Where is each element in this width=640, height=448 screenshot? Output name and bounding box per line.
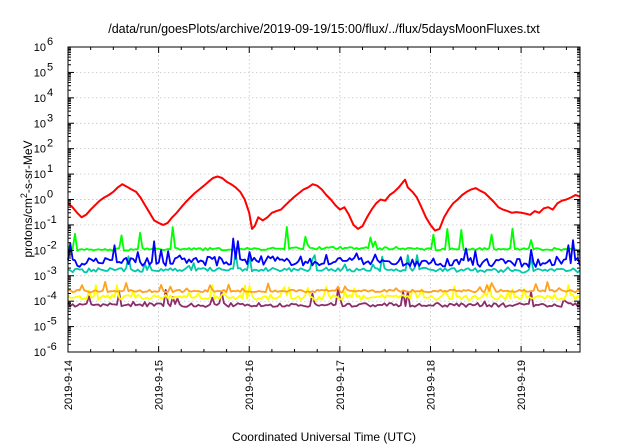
series-line-5 — [67, 281, 581, 294]
y-tick-label-exponent: -6 — [47, 341, 57, 353]
series-line-6 — [67, 288, 581, 308]
x-tick-label: 2019-9-19 — [516, 360, 528, 410]
x-tick-labels: 2019-9-14 2019-9-15 2019-9-16 2019-9-17 2019… — [63, 360, 528, 410]
ticks — [67, 46, 580, 353]
y-tick-label: 10 — [34, 322, 46, 334]
x-axis-label: Coordinated Universal Time (UTC) — [232, 430, 416, 444]
y-tick-label: 10 — [34, 93, 46, 105]
y-axis-label-part1: protons/cm — [21, 198, 35, 257]
y-tick-label: 10 — [34, 296, 46, 308]
y-tick-label-exponent: 6 — [47, 36, 53, 48]
y-tick-label: 10 — [34, 42, 46, 54]
y-tick-label: 10 — [34, 347, 46, 359]
y-tick-label: 10 — [34, 118, 46, 130]
y-tick-label: 10 — [34, 220, 46, 232]
y-tick-label-exponent: -3 — [47, 265, 57, 277]
series-line-0 — [67, 175, 581, 232]
x-tick-label: 2019-9-17 — [335, 360, 347, 410]
y-tick-label: 10 — [34, 67, 46, 79]
x-tick-label: 2019-9-15 — [154, 360, 166, 410]
y-tick-label-exponent: 1 — [47, 163, 53, 175]
chart-title: /data/run/goesPlots/archive/2019-09-19/1… — [108, 22, 540, 36]
y-tick-label-exponent: 5 — [47, 61, 53, 73]
y-tick-label: 10 — [34, 245, 46, 257]
y-tick-label-exponent: 2 — [47, 138, 53, 150]
grid — [68, 47, 580, 352]
y-tick-label-exponent: -4 — [47, 290, 57, 302]
y-axis-label: protons/cm2-s-sr-MeV — [19, 140, 35, 257]
series-line-3 — [67, 237, 581, 268]
series-line-4 — [67, 284, 581, 301]
x-tick-label: 2019-9-14 — [63, 360, 75, 410]
series-line-1 — [67, 226, 581, 252]
series-group — [67, 175, 581, 308]
y-axis-label-part2: -s-sr-MeV — [21, 140, 35, 193]
x-tick-label: 2019-9-16 — [244, 360, 256, 410]
series-line-2 — [67, 252, 581, 274]
y-tick-label: 10 — [34, 195, 46, 207]
y-tick-label: 10 — [34, 271, 46, 283]
y-tick-label-exponent: 3 — [47, 112, 53, 124]
y-tick-label-exponent: -1 — [47, 214, 57, 226]
y-tick-label-exponent: -2 — [47, 239, 57, 251]
y-tick-labels: 10 -610 -510 -410 -310 -210 -110 010 110 210 310 41… — [34, 36, 57, 359]
y-tick-label-exponent: -5 — [47, 316, 57, 328]
y-tick-label-exponent: 4 — [47, 87, 53, 99]
y-tick-label-exponent: 0 — [47, 189, 53, 201]
y-tick-label: 10 — [34, 169, 46, 181]
x-tick-label: 2019-9-18 — [425, 360, 437, 410]
y-axis-label-exponent: 2 — [19, 193, 29, 198]
y-tick-label: 10 — [34, 144, 46, 156]
